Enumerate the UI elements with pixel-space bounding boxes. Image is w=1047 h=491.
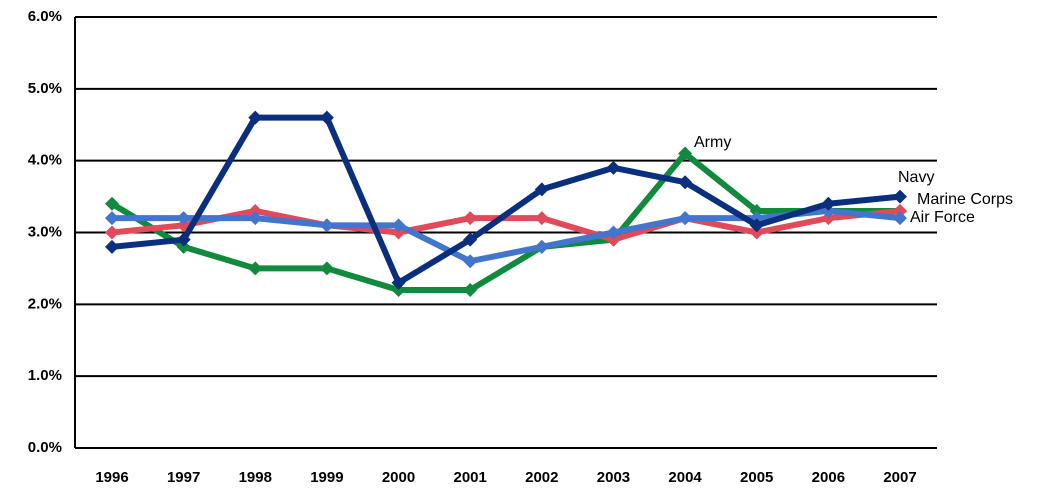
- y-tick-label: 0.0%: [28, 439, 62, 456]
- x-tick-label: 1999: [310, 469, 343, 486]
- series-label: Marine Corps: [917, 191, 1013, 208]
- x-tick-label: 1996: [95, 469, 128, 486]
- marker: [248, 261, 263, 276]
- y-tick-label: 3.0%: [28, 223, 62, 240]
- marker: [105, 225, 119, 240]
- x-tick-label: 2000: [382, 469, 415, 486]
- marker: [248, 211, 263, 226]
- marker: [463, 211, 478, 226]
- marker: [534, 239, 549, 254]
- marker: [893, 189, 907, 204]
- marker: [749, 225, 764, 240]
- marker: [319, 218, 334, 233]
- x-tick-label: 2006: [812, 469, 845, 486]
- marker: [749, 203, 764, 218]
- marker: [391, 218, 406, 233]
- y-tick-label: 1.0%: [28, 367, 62, 384]
- marker: [534, 182, 549, 197]
- marker: [749, 218, 764, 233]
- marker: [248, 110, 263, 125]
- marker: [463, 254, 478, 269]
- marker: [463, 232, 478, 247]
- x-tick-label: 1997: [167, 469, 200, 486]
- marker: [319, 261, 334, 276]
- series-label: Navy: [898, 169, 934, 186]
- marker: [176, 211, 191, 226]
- series-label: Air Force: [910, 209, 975, 226]
- marker: [606, 160, 621, 175]
- marker: [821, 196, 836, 211]
- x-tick-label: 2007: [883, 469, 916, 486]
- marker: [105, 239, 119, 254]
- y-tick-label: 4.0%: [28, 152, 62, 169]
- y-tick-label: 2.0%: [28, 295, 62, 312]
- marker: [319, 110, 334, 125]
- marker: [176, 239, 191, 254]
- marker: [893, 211, 907, 226]
- marker: [893, 203, 907, 218]
- marker: [463, 282, 478, 297]
- marker: [391, 275, 406, 290]
- x-tick-label: 1998: [239, 469, 272, 486]
- marker: [534, 211, 549, 226]
- series-label: Army: [694, 134, 731, 151]
- marker: [678, 211, 693, 226]
- marker: [248, 203, 263, 218]
- y-tick-label: 5.0%: [28, 80, 62, 97]
- marker: [678, 146, 693, 161]
- marker: [105, 196, 119, 211]
- y-tick-label: 6.0%: [28, 8, 62, 25]
- series-line: [112, 207, 901, 265]
- marker: [391, 282, 406, 297]
- x-tick-label: 2002: [525, 469, 558, 486]
- x-tick-label: 2005: [740, 469, 773, 486]
- marker: [176, 232, 191, 247]
- marker: [606, 225, 621, 240]
- marker: [678, 175, 693, 190]
- series-line: [110, 150, 900, 293]
- x-tick-label: 2004: [668, 469, 702, 486]
- marker: [821, 211, 836, 226]
- x-tick-label: 2003: [597, 469, 630, 486]
- x-tick-label: 2001: [453, 469, 486, 486]
- series-line: [111, 114, 901, 286]
- marker: [105, 211, 119, 226]
